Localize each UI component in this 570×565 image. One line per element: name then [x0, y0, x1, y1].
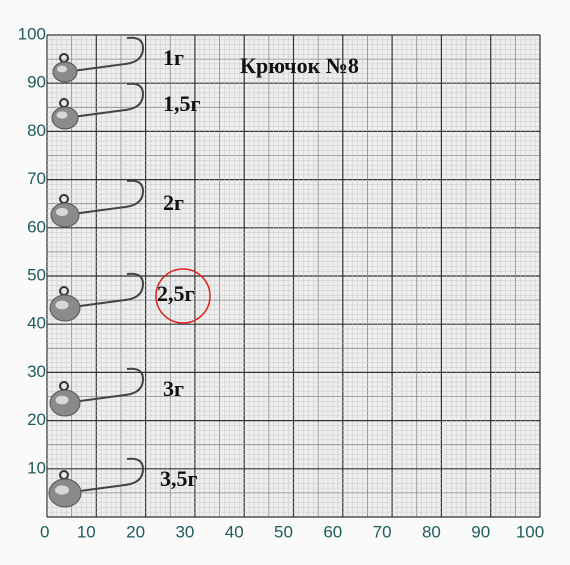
- y-tick-label: 20: [27, 410, 46, 429]
- x-tick-label: 70: [373, 522, 392, 541]
- grid: [46, 34, 541, 518]
- weight-label: 3,5г: [160, 466, 198, 491]
- weight-label: 2,5г: [157, 281, 195, 306]
- y-tick-label: 30: [27, 362, 46, 381]
- hook: [64, 272, 145, 309]
- hook: [64, 367, 145, 404]
- x-tick-label: 60: [323, 522, 342, 541]
- highlight-circle: [155, 268, 211, 324]
- weight-label: 2г: [163, 190, 184, 215]
- y-tick-label: 80: [27, 121, 46, 140]
- highlight: [55, 395, 69, 405]
- weight-label: 1г: [163, 45, 184, 70]
- x-tick-label: 30: [175, 522, 194, 541]
- y-tick-label: 70: [27, 169, 46, 188]
- jig-heads: [48, 36, 145, 508]
- x-tick-label: 50: [274, 522, 293, 541]
- x-tick-label: 20: [126, 522, 145, 541]
- axis-ticks: 0 10 20 30 40 50 60 70 80 90 100 100 90 80 70 60 50 40 30 2…: [18, 24, 545, 541]
- x-tick-label: 100: [516, 522, 544, 541]
- lead-head: [52, 61, 78, 83]
- x-tick-label: 40: [225, 522, 244, 541]
- x-tick-label: 0: [40, 522, 49, 541]
- y-tick-label: 40: [27, 314, 46, 333]
- hook: [64, 457, 145, 494]
- highlight: [55, 300, 69, 310]
- y-tick-label: 90: [27, 73, 46, 92]
- hook: [64, 82, 145, 119]
- x-tick-label: 10: [77, 522, 96, 541]
- hook: [64, 36, 145, 73]
- hook: [64, 179, 145, 216]
- x-tick-label: 80: [422, 522, 441, 541]
- y-tick-label: 100: [18, 24, 46, 43]
- y-tick-label: 10: [27, 458, 46, 477]
- weight-labels: 1г 1,5г 2г 2,5г 3г 3,5г: [155, 45, 211, 491]
- x-tick-label: 90: [471, 522, 490, 541]
- highlight: [57, 65, 67, 73]
- weight-label: 1,5г: [163, 91, 201, 116]
- y-tick-label: 60: [27, 217, 46, 236]
- weight-label: 3г: [163, 376, 184, 401]
- highlight: [56, 208, 68, 216]
- y-tick-label: 50: [27, 265, 46, 284]
- title: Крючок №8: [240, 53, 359, 78]
- highlight: [55, 485, 69, 495]
- highlight: [56, 111, 68, 119]
